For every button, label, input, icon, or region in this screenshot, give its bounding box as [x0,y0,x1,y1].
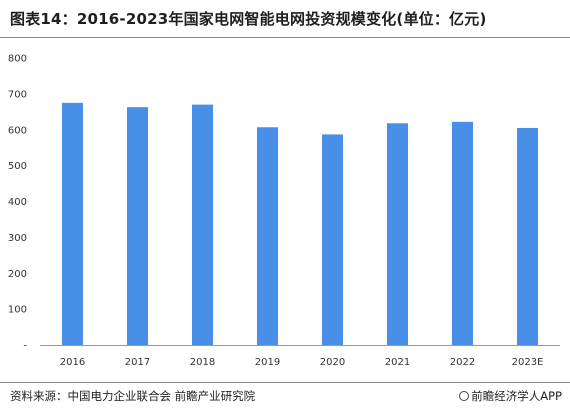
y-tick-label: 500 [8,161,27,172]
title-bar: 图表14：2016-2023年国家电网智能电网投资规模变化(单位：亿元) [0,0,570,40]
y-axis: - 100 200 300 400 500 600 700 800 [8,54,560,352]
chart-title: 图表14：2016-2023年国家电网智能电网投资规模变化(单位：亿元) [10,10,487,28]
bar-2018 [192,104,213,345]
y-tick-label: 800 [8,54,27,65]
x-axis: 2016 2017 2018 2019 2020 2021 2022 2023E [60,357,544,368]
x-tick-label: 2018 [190,357,215,368]
source-note: 资料来源：中国电力企业联合会 前瞻产业研究院 [10,389,256,403]
x-tick-label: 2020 [320,357,345,368]
bar-2022 [452,121,473,345]
y-tick-label: 400 [8,197,27,208]
y-tick-label: 600 [8,125,27,136]
brand-label: 前瞻经济学人APP [471,389,562,403]
y-tick-label: - [23,341,27,352]
y-tick-label: 200 [8,269,27,280]
bar-2023E [517,127,538,345]
y-tick-label: 700 [8,89,27,100]
x-tick-label: 2022 [450,357,475,368]
x-tick-label: 2016 [60,357,85,368]
x-tick-label: 2023E [512,357,544,368]
brand: 前瞻经济学人APP [459,388,562,404]
bars [62,102,538,346]
x-tick-label: 2017 [125,357,150,368]
bar-2020 [322,134,343,345]
bar-2017 [127,107,148,346]
y-tick-label: 100 [8,305,27,316]
qianzhan-logo-icon [459,391,470,401]
bar-2021 [387,123,408,345]
bar-2019 [257,127,278,346]
x-tick-label: 2021 [385,357,410,368]
bar-2016 [62,102,83,345]
footer: 资料来源：中国电力企业联合会 前瞻产业研究院 前瞻经济学人APP [0,386,570,410]
y-tick-label: 300 [8,233,27,244]
x-tick-label: 2019 [255,357,280,368]
footer-divider [0,382,570,383]
title-divider [0,37,570,38]
